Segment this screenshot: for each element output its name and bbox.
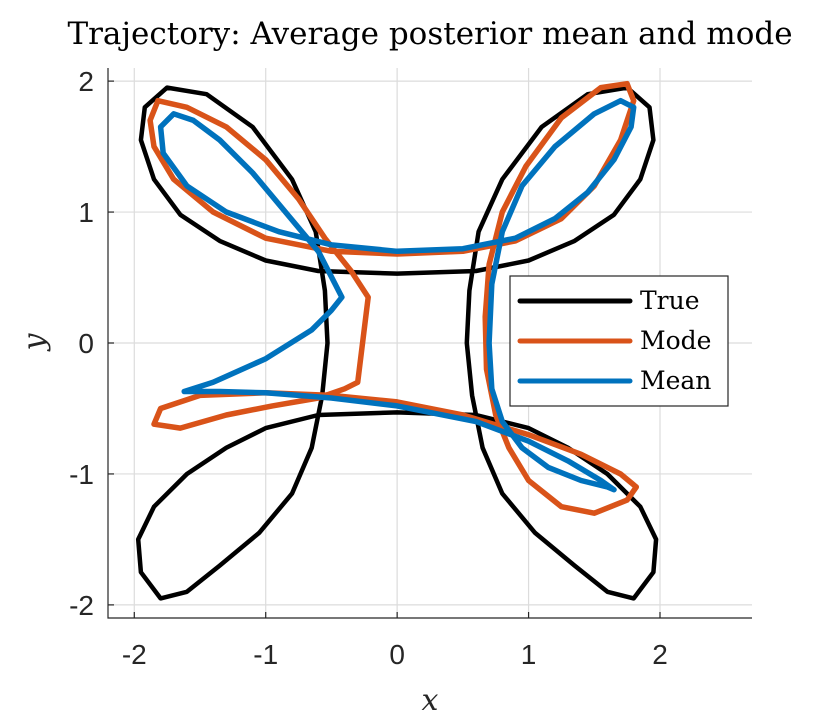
x-tick-label-1: -1 (253, 639, 278, 670)
y-tick-label-3: 1 (78, 197, 94, 228)
y-tick-label-4: 2 (78, 66, 94, 97)
legend-label-mean: Mean (640, 366, 711, 395)
series-line-true (135, 85, 659, 601)
series-layer (135, 80, 659, 601)
x-tick-label-0: -2 (122, 639, 147, 670)
legend-label-mode: Mode (640, 326, 711, 355)
x-tick-label-3: 1 (521, 639, 537, 670)
legend-label-true: True (640, 286, 700, 315)
y-tick-label-2: 0 (78, 328, 94, 359)
x-tick-label-2: 0 (389, 639, 405, 670)
series-line-mode (147, 80, 640, 516)
x-tick-label-4: 2 (652, 639, 668, 670)
y-axis-label: y (17, 332, 52, 352)
y-tick-label-1: -1 (69, 459, 94, 490)
y-tick-label-0: -2 (69, 590, 94, 621)
legend: True Mode Mean (509, 275, 729, 407)
series-line-mean (157, 97, 637, 493)
axes (107, 68, 752, 619)
chart-title: Trajectory: Average posterior mean and m… (67, 16, 792, 52)
axis-lines (107, 68, 752, 619)
tick-labels: -2 -1 0 1 2 -2 -1 0 1 2 (69, 66, 668, 670)
x-axis-label: x (422, 683, 439, 718)
